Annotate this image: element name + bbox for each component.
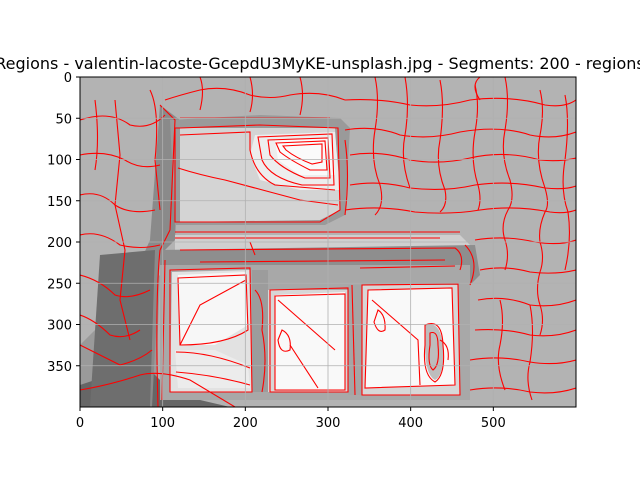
y-tick-label: 350 xyxy=(47,360,72,375)
y-axis: 0 50 100 150 200 250 300 350 xyxy=(47,71,80,375)
x-tick-label: 300 xyxy=(316,416,341,431)
y-tick-label: 0 xyxy=(64,71,72,86)
y-tick-label: 250 xyxy=(47,277,72,292)
y-tick-label: 150 xyxy=(47,195,72,210)
chart-title: Regions - valentin-lacoste-GcepdU3MyKE-u… xyxy=(0,54,640,73)
y-tick-label: 300 xyxy=(47,319,72,334)
region-right-post xyxy=(348,285,362,395)
x-tick-label: 0 xyxy=(76,416,84,431)
x-axis: 0 100 200 300 400 500 xyxy=(76,407,506,431)
region-dark-strip xyxy=(90,250,155,407)
segment-boundaries xyxy=(80,77,576,407)
x-tick-label: 200 xyxy=(233,416,258,431)
x-tick-label: 400 xyxy=(398,416,423,431)
y-tick-label: 200 xyxy=(47,236,72,251)
y-tick-label: 50 xyxy=(55,112,72,127)
x-tick-label: 100 xyxy=(150,416,175,431)
region-center-post xyxy=(252,270,268,392)
region-top-window-inner xyxy=(275,138,335,175)
y-tick-label: 100 xyxy=(47,154,72,169)
region-left-pane-lower xyxy=(175,350,250,388)
x-tick-label: 500 xyxy=(481,416,506,431)
region-left-pane-white xyxy=(178,272,248,345)
